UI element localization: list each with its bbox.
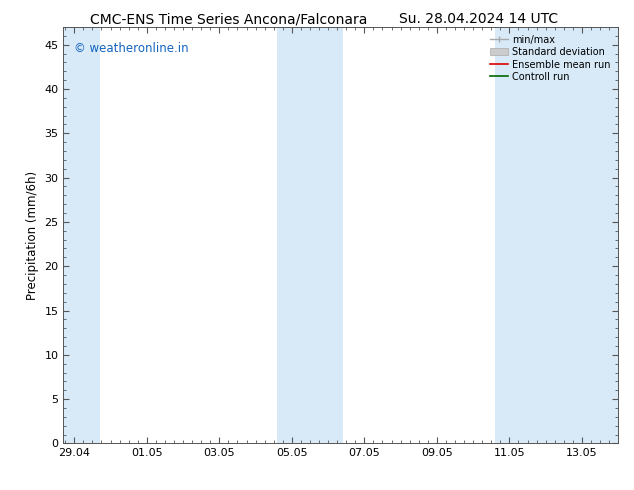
Bar xyxy=(277,27,342,443)
Bar xyxy=(495,27,546,443)
Bar xyxy=(546,27,618,443)
Y-axis label: Precipitation (mm/6h): Precipitation (mm/6h) xyxy=(26,171,39,300)
Bar xyxy=(63,27,100,443)
Text: CMC-ENS Time Series Ancona/Falconara: CMC-ENS Time Series Ancona/Falconara xyxy=(89,12,367,26)
Legend: min/max, Standard deviation, Ensemble mean run, Controll run: min/max, Standard deviation, Ensemble me… xyxy=(488,32,613,85)
Text: Su. 28.04.2024 14 UTC: Su. 28.04.2024 14 UTC xyxy=(399,12,558,26)
Text: © weatheronline.in: © weatheronline.in xyxy=(75,42,189,54)
